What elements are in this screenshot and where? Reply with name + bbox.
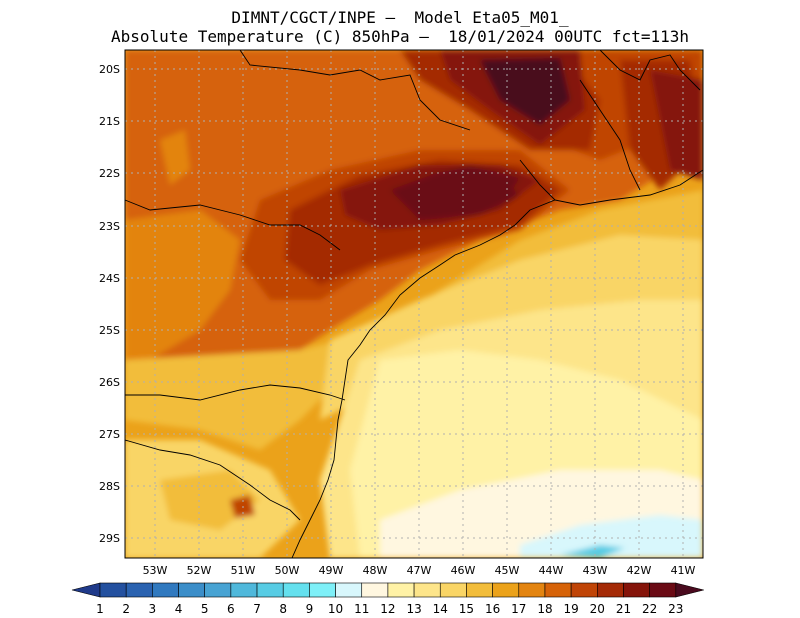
colorbar-label: 12 xyxy=(380,602,395,616)
colorbar-swatch xyxy=(466,582,493,598)
colorbar-swatch xyxy=(152,582,179,598)
colorbar-swatch xyxy=(125,582,153,598)
lat-label: 27S xyxy=(99,428,120,441)
colorbar-swatch xyxy=(570,582,598,598)
colorbar-swatch xyxy=(309,582,336,598)
lon-label: 53W xyxy=(143,564,168,577)
colorbar-swatch xyxy=(99,582,127,598)
colorbar-swatch xyxy=(413,582,441,598)
colorbar-swatch xyxy=(597,582,624,598)
lon-label: 42W xyxy=(627,564,652,577)
latitude-labels: 20S 21S 22S 23S 24S 25S 26S 27S 28S 29S xyxy=(99,63,120,545)
colorbar-label: 6 xyxy=(227,602,235,616)
colorbar-swatch xyxy=(282,582,310,598)
title-line-1: DIMNT/CGCT/INPE – Model Eta05_M01_ xyxy=(231,8,569,27)
colorbar-swatch xyxy=(204,582,232,598)
map-frame xyxy=(124,49,704,559)
colorbar: 1 2 3 4 5 6 7 8 9 10 11 12 13 14 15 16 17 18 19 20 21 22 23 xyxy=(71,582,704,616)
lon-label: 50W xyxy=(275,564,300,577)
colorbar-label: 15 xyxy=(459,602,474,616)
colorbar-label: 19 xyxy=(563,602,578,616)
colorbar-label: 16 xyxy=(485,602,500,616)
lon-label: 47W xyxy=(407,564,432,577)
colorbar-label: 1 xyxy=(96,602,104,616)
lon-label: 46W xyxy=(451,564,476,577)
colorbar-label: 9 xyxy=(306,602,314,616)
lon-label: 43W xyxy=(583,564,608,577)
lat-label: 24S xyxy=(99,272,120,285)
lat-label: 28S xyxy=(99,480,120,493)
colorbar-arrow-high xyxy=(675,582,704,598)
colorbar-label: 22 xyxy=(642,602,657,616)
colorbar-label: 17 xyxy=(511,602,526,616)
colorbar-swatch xyxy=(230,582,258,598)
colorbar-swatch xyxy=(518,582,546,598)
lon-label: 44W xyxy=(539,564,564,577)
lat-label: 23S xyxy=(99,220,120,233)
lat-label: 22S xyxy=(99,167,120,180)
colorbar-label: 8 xyxy=(279,602,287,616)
colorbar-swatch xyxy=(256,582,284,598)
grid-lines xyxy=(125,50,703,558)
lon-label: 51W xyxy=(231,564,256,577)
lon-label: 41W xyxy=(671,564,696,577)
colorbar-label: 10 xyxy=(328,602,343,616)
colorbar-swatch xyxy=(544,582,572,598)
colorbar-swatch xyxy=(335,582,363,598)
lat-label: 29S xyxy=(99,532,120,545)
lon-label: 49W xyxy=(319,564,344,577)
colorbar-swatch xyxy=(178,582,205,598)
lon-label: 48W xyxy=(363,564,388,577)
lat-label: 21S xyxy=(99,115,120,128)
colorbar-label: 4 xyxy=(175,602,183,616)
colorbar-label: 23 xyxy=(668,602,683,616)
colorbar-swatch xyxy=(492,582,520,598)
lon-label: 45W xyxy=(495,564,520,577)
longitude-labels: 53W 52W 51W 50W 49W 48W 47W 46W 45W 44W … xyxy=(143,564,696,577)
colorbar-label: 5 xyxy=(201,602,209,616)
colorbar-swatch xyxy=(439,582,467,598)
colorbar-swatch xyxy=(361,582,389,598)
lat-label: 26S xyxy=(99,376,120,389)
coastline-and-borders xyxy=(125,50,703,558)
lat-label: 25S xyxy=(99,324,120,337)
colorbar-swatch xyxy=(387,582,415,598)
lon-label: 52W xyxy=(187,564,212,577)
colorbar-label: 7 xyxy=(253,602,261,616)
colorbar-swatch xyxy=(623,582,650,598)
lat-label: 20S xyxy=(99,63,120,76)
colorbar-label: 11 xyxy=(354,602,369,616)
colorbar-label: 21 xyxy=(616,602,631,616)
colorbar-label: 13 xyxy=(406,602,421,616)
colorbar-swatch xyxy=(649,582,677,598)
title-line-2: Absolute Temperature (C) 850hPa – 18/01/… xyxy=(111,27,689,46)
colorbar-label: 18 xyxy=(537,602,552,616)
colorbar-label: 14 xyxy=(433,602,448,616)
colorbar-label: 2 xyxy=(122,602,130,616)
colorbar-arrow-low xyxy=(71,582,101,598)
temperature-field xyxy=(125,50,703,558)
colorbar-label: 20 xyxy=(590,602,605,616)
colorbar-label: 3 xyxy=(149,602,157,616)
